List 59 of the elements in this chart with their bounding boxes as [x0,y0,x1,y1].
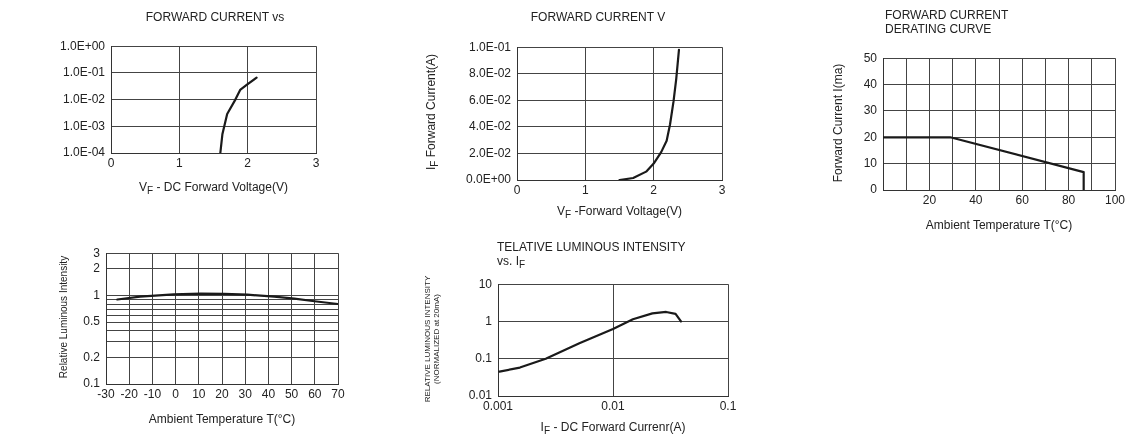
y-tick-label: 30 [863,103,878,118]
y-tick-label: 1.0E-01 [62,65,106,80]
y-tick-label: 3 [93,245,101,260]
x-tick-label: 10 [192,386,206,401]
x-tick-label: 100 [1104,192,1126,207]
y-tick-label: 1.0E-02 [62,91,106,106]
x-tick-label: 30 [238,386,253,401]
x-tick-label: 70 [331,386,345,401]
chart-title: FORWARD CURRENT V [530,10,666,24]
x-tick-label: 1 [175,155,183,170]
y-axis-title: Relative Luminous Intensity [58,255,70,379]
x-tick-label: 3 [312,155,320,170]
y-tick-label: 50 [863,50,878,65]
y-tick-label: 0.2 [83,349,101,364]
x-tick-label: -10 [143,386,162,401]
x-axis-title: V$_{F}$ - DC Forward Voltage(V) [139,180,288,197]
y-tick-label: 2 [93,261,101,276]
y-tick-label: 20 [863,129,878,144]
x-tick-label: 2 [244,155,252,170]
x-tick-label: 1 [581,182,589,197]
x-axis-title: V$_{F}$ -Forward Voltage(V) [557,204,682,221]
x-axis-title: I$_{F}$ - DC Forward Currenr(A) [540,420,686,437]
x-tick-label: 3 [718,182,726,197]
y-tick-label: 1.0E-01 [468,39,512,54]
x-tick-label: 40 [969,192,983,207]
y-axis-title: Forward Current I(ma) [831,63,846,182]
x-tick-label: 2 [650,182,658,197]
x-tick-label: 20 [922,192,937,207]
y-tick-label: 8.0E-02 [468,66,512,81]
x-tick-label: 60 [308,386,322,401]
y-tick-label: 1 [485,313,493,328]
y-tick-label: 0.5 [83,314,101,329]
y-tick-label: 1.0E-04 [62,145,106,160]
x-tick-label: 50 [284,386,299,401]
x-tick-label: 0.001 [482,398,514,413]
y-tick-label: 2.0E-02 [468,145,512,160]
y-tick-label: 40 [863,76,878,91]
x-tick-label: 0.1 [719,398,737,413]
y-tick-label: 1.0E-03 [62,118,106,133]
y-tick-label: 1 [93,287,101,302]
y-tick-label: 4.0E-02 [468,119,512,134]
chart-title: TELATIVE LUMINOUS INTENSITY vs. I$_{F}$ [497,240,686,273]
y-tick-label: 0.1 [475,351,493,366]
x-tick-label: 80 [1061,192,1076,207]
x-tick-label: -20 [120,386,139,401]
y-tick-label: 1.0E+00 [59,38,106,53]
chart-title: FORWARD CURRENT DERATING CURVE [885,8,1009,36]
y-tick-label: 10 [478,276,493,291]
x-tick-label: 0.01 [601,398,625,413]
y-axis-title: RELATIVE LUMINOUS INTENSITY (NORMALIZED at 20mA) [422,275,442,402]
y-tick-label: 6.0E-02 [468,92,512,107]
x-tick-label: 40 [261,386,276,401]
x-axis-title: Ambient Temperature T(°C) [148,412,296,426]
chart-title: FORWARD CURRENT vs [145,10,285,24]
x-tick-label: 60 [1015,192,1030,207]
x-tick-label: 20 [215,386,229,401]
y-tick-label: 0.0E+00 [465,172,512,187]
x-tick-label: 0 [172,386,180,401]
x-axis-title: Ambient Temperature T(°C) [925,218,1073,232]
